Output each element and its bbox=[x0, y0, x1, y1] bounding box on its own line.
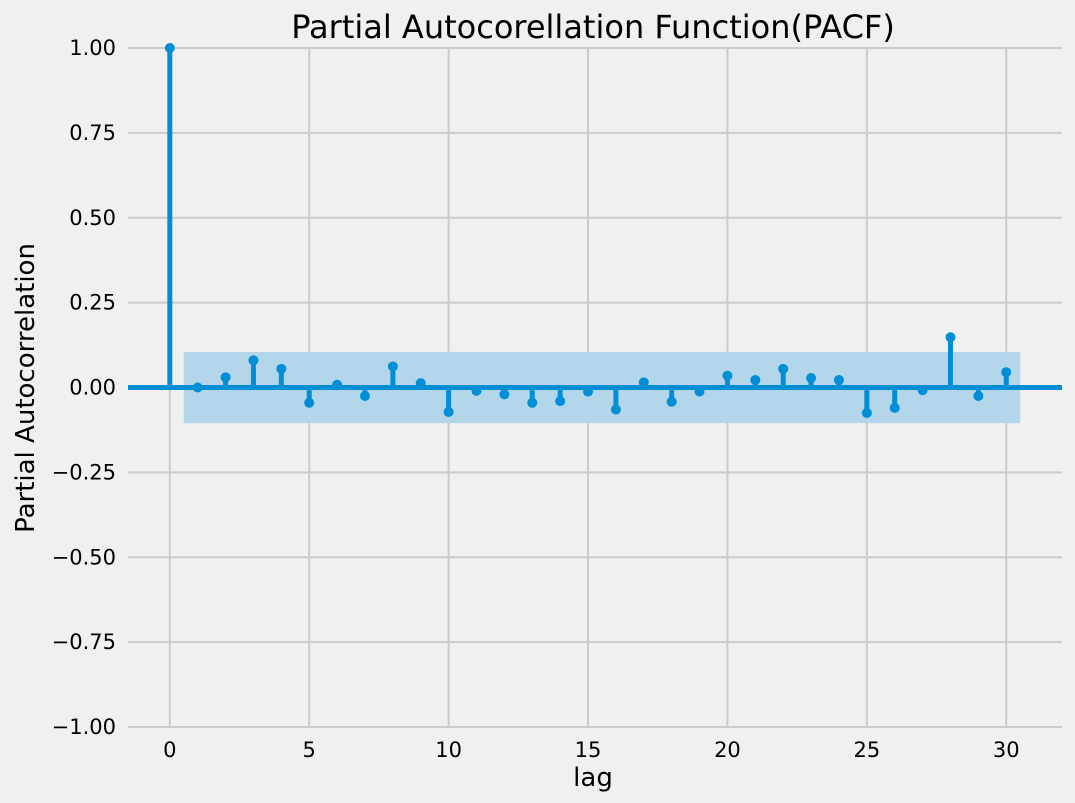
chart-title: Partial Autocorellation Function(PACF) bbox=[291, 8, 895, 46]
stem-marker bbox=[778, 363, 789, 374]
stem-marker bbox=[443, 406, 454, 417]
x-tick-label: 0 bbox=[163, 738, 176, 762]
stem-marker bbox=[499, 389, 510, 400]
stem-marker bbox=[555, 396, 566, 407]
y-tick-label: −0.25 bbox=[52, 460, 116, 484]
y-tick-label: 0.50 bbox=[69, 206, 116, 230]
stem-marker bbox=[304, 397, 315, 408]
stem-marker bbox=[610, 404, 621, 415]
stem-marker bbox=[945, 332, 956, 343]
x-tick-label: 10 bbox=[435, 738, 462, 762]
x-tick-label: 5 bbox=[303, 738, 316, 762]
tick-labels-group: 0 5 10 15 20 25 30 −1.00 −0.75 −0.50 −0.25 0.00 0.25… bbox=[52, 36, 1020, 762]
y-tick-label: 0.25 bbox=[69, 291, 116, 315]
y-tick-label: 0.75 bbox=[69, 121, 116, 145]
stem-marker bbox=[750, 375, 761, 386]
stem-marker bbox=[220, 372, 231, 383]
x-tick-label: 25 bbox=[853, 738, 880, 762]
stem-marker bbox=[527, 397, 538, 408]
y-tick-label: −0.75 bbox=[52, 630, 116, 654]
stem-marker bbox=[833, 375, 844, 386]
stem-marker bbox=[889, 402, 900, 413]
stem-marker bbox=[164, 43, 175, 53]
stem-marker bbox=[387, 361, 398, 372]
y-axis-label: Partial Autocorrelation bbox=[11, 243, 41, 533]
stem-marker bbox=[276, 363, 287, 374]
x-tick-label: 15 bbox=[575, 738, 602, 762]
stem-marker bbox=[1001, 367, 1012, 378]
y-tick-label: 0.00 bbox=[69, 376, 116, 400]
x-axis-label: lag bbox=[573, 763, 613, 793]
stem-marker bbox=[666, 396, 677, 407]
y-tick-label: 1.00 bbox=[69, 36, 116, 60]
y-tick-label: −1.00 bbox=[52, 715, 116, 739]
x-tick-label: 20 bbox=[714, 738, 741, 762]
x-tick-label: 30 bbox=[993, 738, 1020, 762]
stem-marker bbox=[638, 377, 649, 388]
y-tick-label: −0.50 bbox=[52, 545, 116, 569]
stem-marker bbox=[973, 390, 984, 401]
stem-marker bbox=[806, 372, 817, 383]
stem-marker bbox=[248, 355, 259, 366]
stem-marker bbox=[722, 370, 733, 381]
stem-marker bbox=[861, 407, 872, 418]
stem-marker bbox=[359, 390, 370, 401]
